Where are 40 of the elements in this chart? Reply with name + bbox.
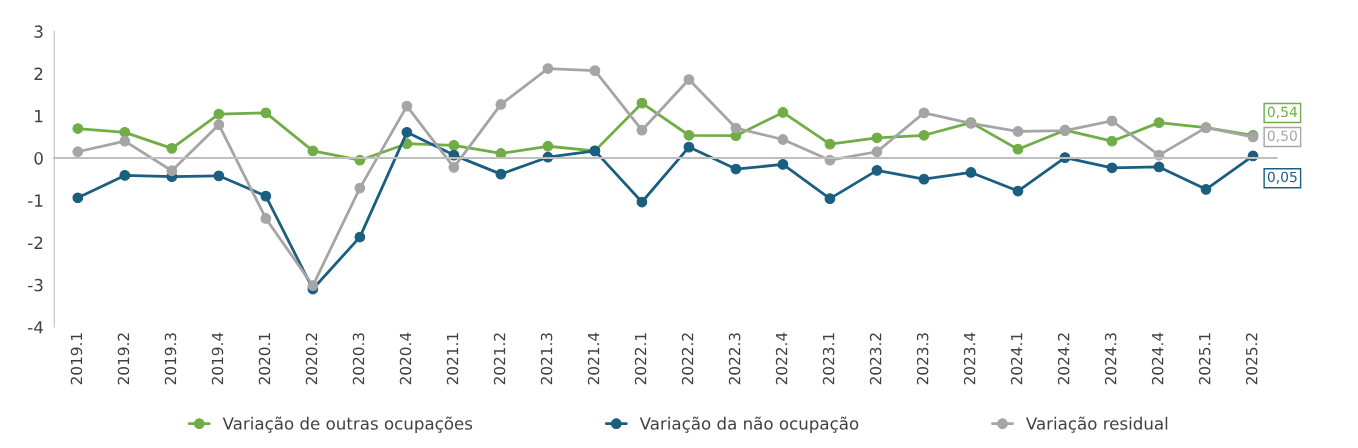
- y-tick-label: 0: [34, 152, 43, 165]
- x-tick-label: 2023.4: [963, 332, 976, 385]
- x-tick-label: 2022.4: [775, 332, 788, 385]
- x-tick-label: 2025.1: [1198, 333, 1211, 385]
- x-tick-label: 2019.4: [211, 332, 224, 385]
- x-tick-label: 2020.3: [352, 333, 365, 385]
- x-tick-label: 2024.3: [1104, 333, 1117, 385]
- y-tick-label: -3: [28, 278, 43, 292]
- x-tick-label: 2019.3: [164, 333, 177, 385]
- y-tick-label: -4: [28, 321, 43, 334]
- x-tick-label: 2022.1: [634, 333, 647, 385]
- x-tick-label: 2019.1: [70, 333, 83, 385]
- x-tick-label: 2021.1: [446, 333, 459, 385]
- x-tick-label: 2023.2: [869, 333, 882, 385]
- legend-label: Variação residual: [1025, 416, 1168, 433]
- y-tick-label: 3: [34, 25, 43, 38]
- y-tick-label: 1: [35, 110, 43, 123]
- y-tick-label: -1: [28, 194, 43, 207]
- x-tick-label: 2022.2: [681, 333, 694, 385]
- x-tick-label: 2021.4: [587, 332, 600, 385]
- data-label: 0,50: [1267, 130, 1297, 143]
- x-tick-label: 2022.3: [728, 333, 741, 385]
- x-tick-label: 2020.4: [399, 332, 412, 385]
- x-tick-label: 2025.2: [1245, 333, 1258, 385]
- y-tick-label: -2: [28, 236, 43, 249]
- x-tick-label: 2021.3: [540, 333, 553, 385]
- legend-label: Variação de outras ocupações: [222, 416, 473, 433]
- x-tick-label: 2023.3: [916, 333, 929, 385]
- y-tick-label: 2: [34, 67, 43, 80]
- x-tick-label: 2021.2: [493, 333, 506, 385]
- legend-label: Variação da não ocupação: [639, 416, 859, 433]
- x-tick-label: 2023.1: [822, 333, 835, 385]
- data-label: 0,54: [1267, 106, 1298, 119]
- x-tick-label: 2020.2: [305, 333, 318, 385]
- x-tick-label: 2020.1: [258, 333, 271, 385]
- x-tick-label: 2024.1: [1010, 333, 1023, 385]
- x-tick-label: 2019.2: [117, 333, 130, 385]
- x-tick-label: 2024.4: [1151, 332, 1164, 385]
- x-tick-label: 2024.2: [1057, 333, 1070, 385]
- data-label: 0,05: [1267, 171, 1297, 184]
